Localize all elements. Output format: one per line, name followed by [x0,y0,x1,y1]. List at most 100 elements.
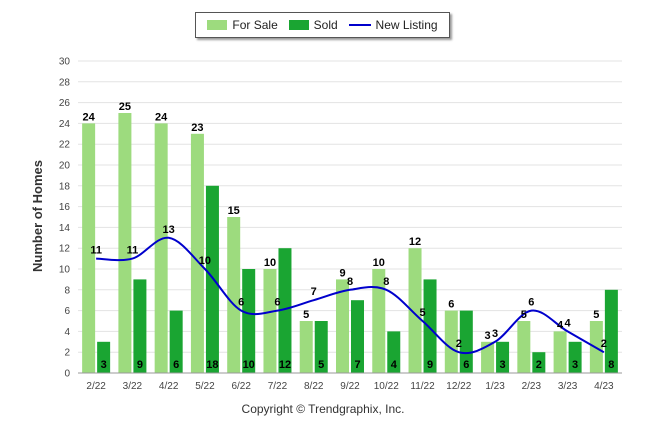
sold-data-label: 12 [279,359,291,371]
for-sale-data-label: 10 [264,257,276,269]
y-tick-label: 22 [59,140,71,151]
sold-bar [169,310,183,373]
for-sale-data-label: 3 [485,330,491,342]
for-sale-data-label: 5 [593,309,599,321]
for-sale-data-label: 4 [557,319,564,331]
x-tick-label: 2/23 [522,381,542,392]
new-listing-line [96,236,605,355]
new-listing-data-label: 6 [528,297,534,309]
for-sale-data-label: 24 [155,111,168,123]
legend-label-sold: Sold [313,18,338,32]
copyright-text: Copyright © Trendgraphix, Inc. [241,402,405,416]
sold-data-label: 8 [608,359,614,371]
x-tick-label: 4/23 [594,381,614,392]
new-listing-data-label: 3 [492,328,498,340]
new-listing-swatch [348,24,371,26]
y-axis-label: Number of Homes [30,160,45,272]
new-listing-data-label: 8 [383,276,389,288]
new-listing-data-label: 4 [565,317,572,329]
for-sale-bar [481,341,495,373]
for-sale-data-label: 12 [409,236,421,248]
legend-item-new-listing[interactable]: New Listing [348,18,438,32]
for-sale-bar [190,133,204,373]
x-tick-label: 7/22 [268,381,288,392]
legend-label-new-listing: New Listing [375,18,438,32]
bars [82,113,618,374]
new-listing-data-label: 11 [90,245,102,257]
y-tick-label: 8 [64,285,70,296]
y-tick-label: 0 [64,369,70,380]
for-sale-data-label: 5 [303,309,309,321]
y-tick-label: 28 [59,77,71,88]
y-tick-label: 10 [59,265,71,276]
sold-data-label: 6 [463,359,469,371]
for-sale-data-label: 24 [83,111,96,123]
new-listing-data-label: 7 [311,286,317,298]
sold-data-label: 3 [101,359,107,371]
new-listing-data-label: 8 [347,276,353,288]
y-tick-label: 12 [59,244,71,255]
x-tick-label: 8/22 [304,381,324,392]
sold-bar [97,341,111,373]
sold-bar [604,289,618,373]
x-tick-label: 6/22 [231,381,251,392]
sold-bar [278,248,292,373]
legend-label-for-sale: For Sale [232,18,278,32]
for-sale-swatch [207,20,228,30]
sold-bar [459,310,473,373]
for-sale-bar [227,217,241,373]
for-sale-bar [154,123,168,374]
sold-bar [532,352,546,373]
y-tick-label: 6 [64,306,70,317]
sold-bar [496,341,510,373]
sold-data-label: 2 [536,359,542,371]
y-tick-label: 26 [59,98,71,109]
x-tick-label: 1/23 [485,381,505,392]
for-sale-bar [372,269,386,373]
for-sale-bar [118,113,132,373]
for-sale-bar [517,321,531,373]
sold-bar [387,331,401,373]
for-sale-data-label: 10 [373,257,385,269]
for-sale-bar [82,123,96,374]
sold-bar [351,300,364,373]
for-sale-bar [444,310,458,373]
for-sale-data-label: 6 [448,299,454,311]
legend: For Sale Sold New Listing [195,12,450,38]
for-sale-bar [263,269,277,373]
sold-bar [423,279,437,373]
new-listing-data-label: 10 [199,255,211,267]
sold-bar [568,341,582,373]
new-listing-data-label: 6 [274,297,280,309]
for-sale-data-label: 5 [521,309,527,321]
new-listing-data-label: 2 [601,338,607,350]
y-tick-label: 30 [59,57,71,68]
sold-data-label: 18 [206,359,218,371]
sold-data-label: 10 [243,359,255,371]
new-listing-data-label: 13 [163,224,175,236]
new-listing-data-label: 6 [238,297,244,309]
x-tick-label: 5/22 [195,381,215,392]
for-sale-bar [553,331,567,373]
sold-bar [133,279,147,373]
for-sale-data-label: 23 [191,122,203,134]
y-tick-label: 24 [59,119,71,130]
y-tick-label: 14 [59,223,71,234]
for-sale-data-label: 25 [119,101,131,113]
x-tick-label: 4/22 [159,381,179,392]
y-tick-label: 4 [64,327,70,338]
y-tick-label: 18 [59,181,71,192]
legend-item-for-sale[interactable]: For Sale [207,18,278,32]
for-sale-bar [408,248,422,373]
x-tick-label: 12/22 [446,381,471,392]
x-tick-label: 11/22 [410,381,435,392]
sold-swatch [288,20,309,30]
sold-data-label: 7 [354,359,360,371]
x-tick-label: 2/22 [86,381,106,392]
sold-bar [314,321,328,373]
x-axis: 2/22 3/22 4/22 5/22 6/22 7/22 8/22 9/22 10/22 11/… [78,372,622,392]
sold-data-label: 9 [427,359,433,371]
legend-item-sold[interactable]: Sold [288,18,338,32]
